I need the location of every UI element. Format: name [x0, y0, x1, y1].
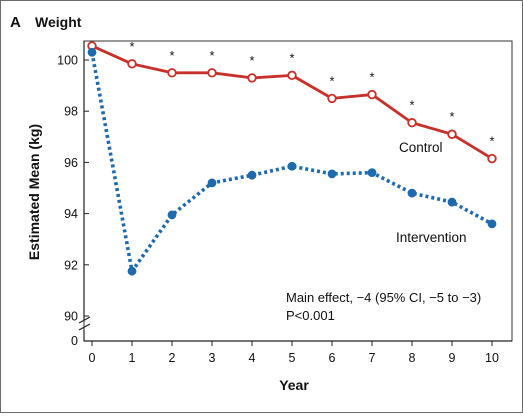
x-axis-title: Year [279, 377, 309, 393]
data-point-control [207, 68, 217, 78]
data-point-intervention [407, 188, 417, 198]
data-point-intervention [247, 170, 257, 180]
y-axis-break-mark-top [78, 316, 91, 324]
data-point-control [407, 118, 417, 128]
data-point-intervention [367, 168, 377, 178]
x-tick-label: 2 [169, 351, 176, 365]
significance-asterisk: * [249, 53, 254, 68]
data-point-control [487, 153, 497, 164]
significance-asterisk: * [449, 109, 454, 124]
x-tick-label: 4 [249, 351, 256, 365]
x-tick-label: 6 [329, 351, 336, 365]
chart-title: Weight [35, 14, 82, 30]
data-point-intervention [127, 266, 137, 276]
y-tick-label: 94 [64, 207, 78, 221]
p-value-annotation: P<0.001 [286, 308, 335, 323]
y-tick-label-zero: 0 [71, 334, 78, 348]
significance-asterisk: * [289, 50, 294, 65]
y-tick-label: 90 [64, 310, 78, 324]
x-tick-label: 0 [89, 351, 96, 365]
data-point-intervention [167, 210, 177, 220]
y-axis-title: Estimated Mean (kg) [26, 124, 42, 260]
x-tick-label: 3 [209, 351, 216, 365]
data-point-intervention [87, 47, 97, 57]
significance-markers: * * * * * * * * * * [129, 39, 494, 149]
x-tick-label: 7 [369, 351, 376, 365]
data-point-intervention [207, 178, 217, 188]
data-point-intervention [327, 169, 337, 179]
y-axis: 0 90 92 94 96 98 100 [57, 41, 91, 348]
significance-asterisk: * [169, 48, 174, 63]
x-tick-label: 5 [289, 351, 296, 365]
significance-asterisk: * [409, 98, 414, 113]
data-point-control [167, 68, 177, 78]
data-point-control [447, 129, 457, 139]
data-point-intervention [487, 219, 497, 229]
panel-letter: A [10, 14, 21, 31]
main-effect-annotation: Main effect, −4 (95% CI, −5 to −3) [286, 290, 481, 305]
significance-asterisk: * [209, 48, 214, 63]
series-label-intervention: Intervention [396, 230, 467, 245]
data-point-intervention [447, 197, 457, 207]
data-point-control [327, 93, 337, 104]
significance-asterisk: * [129, 39, 134, 54]
data-point-intervention [287, 161, 297, 171]
data-point-control [127, 59, 137, 69]
significance-asterisk: * [329, 73, 334, 88]
x-tick-label: 10 [485, 351, 499, 365]
data-point-control [367, 89, 377, 100]
data-point-control [247, 73, 257, 83]
y-tick-label: 100 [57, 54, 78, 68]
x-tick-label: 8 [409, 351, 416, 365]
x-tick-label: 9 [449, 351, 456, 365]
y-axis-break-mark-bottom [78, 323, 91, 331]
y-tick-label: 98 [64, 105, 78, 119]
significance-asterisk: * [489, 134, 494, 149]
data-point-control [287, 70, 297, 81]
x-axis: 0 1 2 3 4 5 6 7 8 9 10 [84, 340, 512, 365]
series-label-control: Control [399, 140, 443, 155]
y-tick-label: 92 [64, 258, 78, 272]
y-tick-label: 96 [64, 156, 78, 170]
series-layer [87, 41, 497, 276]
x-tick-label: 1 [129, 351, 136, 365]
significance-asterisk: * [369, 70, 374, 85]
